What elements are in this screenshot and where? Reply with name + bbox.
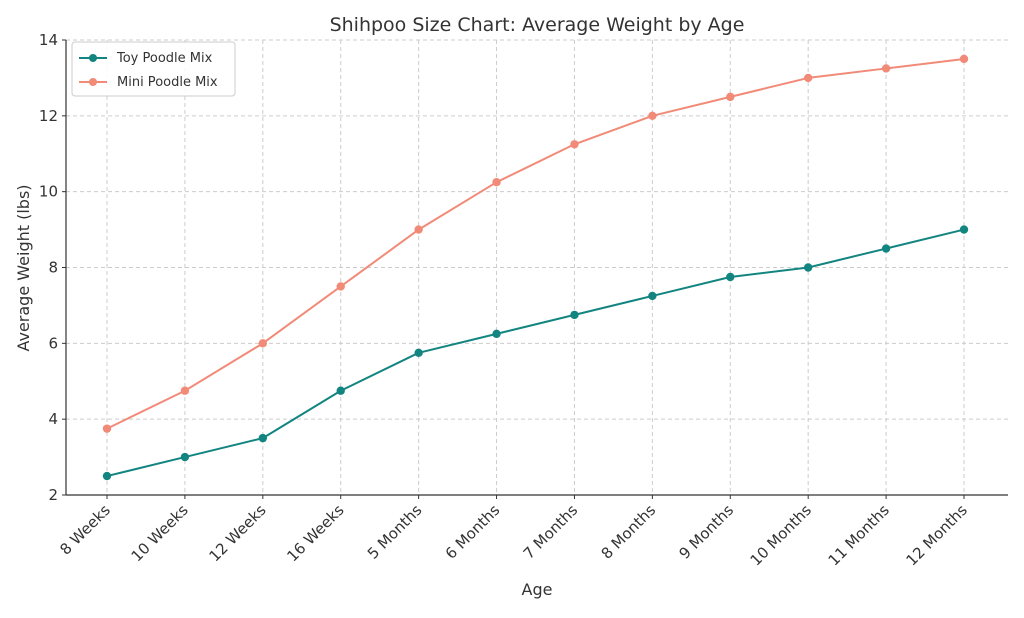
- legend-marker-mini-poodle-mix: [89, 78, 97, 86]
- legend: Toy Poodle Mix Mini Poodle Mix: [71, 41, 236, 97]
- chart-title: Shihpoo Size Chart: Average Weight by Ag…: [330, 14, 745, 36]
- x-tick-label: 16 Weeks: [283, 501, 347, 565]
- x-tick-label: 5 Months: [364, 501, 426, 563]
- data-point-toy-poodle-mix: [726, 272, 735, 282]
- data-point-mini-poodle-mix: [336, 282, 345, 291]
- x-tick-label: 12 Months: [902, 501, 970, 569]
- data-point-toy-poodle-mix: [180, 452, 190, 462]
- data-point-mini-poodle-mix: [180, 386, 190, 395]
- data-point-toy-poodle-mix: [570, 310, 579, 320]
- data-point-toy-poodle-mix: [336, 386, 345, 395]
- x-tick-label: 9 Months: [675, 501, 737, 563]
- data-point-mini-poodle-mix: [102, 424, 112, 433]
- x-tick-label: 8 Months: [598, 501, 660, 563]
- data-point-toy-poodle-mix: [959, 225, 969, 234]
- legend-marker-toy-poodle-mix: [89, 54, 97, 62]
- x-tick-label: 11 Months: [825, 501, 893, 569]
- series-line-mini-poodle-mix: [106, 57, 965, 430]
- y-ticks: 2 4 6 8 10 12 14: [39, 31, 66, 504]
- x-axis-label: Age: [522, 580, 553, 599]
- data-point-toy-poodle-mix: [414, 348, 423, 358]
- x-tick-label: 6 Months: [442, 501, 504, 563]
- y-tick-label: 4: [48, 410, 58, 428]
- data-point-toy-poodle-mix: [258, 433, 268, 443]
- y-tick-label: 2: [48, 486, 58, 504]
- data-point-mini-poodle-mix: [726, 92, 735, 102]
- data-point-mini-poodle-mix: [881, 64, 891, 73]
- y-tick-label: 10: [39, 183, 58, 201]
- data-point-mini-poodle-mix: [959, 54, 969, 64]
- data-point-mini-poodle-mix: [258, 339, 268, 348]
- y-tick-label: 14: [39, 31, 58, 49]
- x-tick-label: 7 Months: [520, 501, 582, 563]
- legend-box: [71, 41, 236, 97]
- legend-label-toy-poodle-mix: Toy Poodle Mix: [116, 51, 213, 66]
- x-tick-label: 12 Weeks: [205, 501, 269, 565]
- grid: [66, 39, 1008, 496]
- data-point-toy-poodle-mix: [803, 263, 813, 272]
- y-tick-label: 8: [48, 259, 58, 277]
- data-point-mini-poodle-mix: [570, 140, 579, 149]
- x-tick-label: 10 Months: [747, 501, 815, 569]
- legend-label-mini-poodle-mix: Mini Poodle Mix: [117, 75, 218, 90]
- series-line-toy-poodle-mix: [106, 228, 965, 478]
- data-point-mini-poodle-mix: [492, 177, 501, 187]
- data-point-mini-poodle-mix: [414, 225, 423, 234]
- series: [102, 54, 969, 481]
- y-axis-label: Average Weight (lbs): [14, 184, 33, 351]
- data-point-mini-poodle-mix: [803, 73, 813, 83]
- x-ticks: 8 Weeks 10 Weeks 12 Weeks 16 Weeks 5 Months 6…: [56, 495, 971, 569]
- data-point-toy-poodle-mix: [102, 471, 112, 481]
- x-tick-label: 10 Weeks: [128, 501, 192, 565]
- y-tick-label: 12: [39, 107, 58, 125]
- x-tick-label: 8 Weeks: [56, 501, 114, 559]
- y-tick-label: 6: [48, 334, 58, 352]
- data-point-mini-poodle-mix: [648, 111, 657, 121]
- data-point-toy-poodle-mix: [881, 244, 891, 253]
- data-point-toy-poodle-mix: [492, 329, 501, 339]
- data-point-toy-poodle-mix: [648, 291, 657, 301]
